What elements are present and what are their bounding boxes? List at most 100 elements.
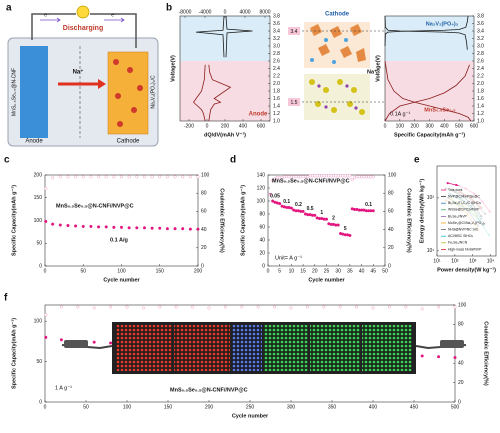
data-point — [420, 307, 424, 311]
rate-label: 0.1 — [283, 199, 290, 205]
x-tick-label: 350 — [328, 404, 337, 410]
data-point — [371, 306, 375, 310]
y-tick-label: 50 — [36, 359, 42, 365]
x-tick-label: 5 — [278, 268, 281, 274]
x-tick-label: 300 — [287, 404, 296, 410]
data-point — [104, 225, 108, 229]
x-tick-label: 0 — [44, 404, 47, 410]
x-tick-label: 0 — [224, 9, 227, 15]
data-point — [44, 187, 48, 191]
y-tick-label: 3.0 — [273, 43, 280, 49]
y-axis-label: Voltage(V) — [375, 55, 381, 82]
x-tick-label: 0 — [384, 123, 387, 129]
legend-label: MoSe₂@C//Na₃V₂(PO₄)₃ — [448, 221, 486, 225]
x-tick-label: 25 — [324, 268, 330, 274]
y-tick-label: 1.2 — [273, 111, 280, 117]
data-point — [271, 199, 275, 203]
wire — [31, 13, 137, 48]
x-tick-label: -8000 — [179, 9, 192, 15]
data-point — [324, 217, 329, 221]
x-tick-label: 150 — [164, 404, 173, 410]
cathode-region — [180, 16, 270, 61]
electron-arrows — [40, 17, 125, 23]
anode-label: Anode — [25, 139, 43, 145]
data-point — [322, 305, 326, 309]
y-tick-label: 100 — [34, 218, 43, 224]
data-point — [125, 305, 129, 309]
x-axis-label: Cycle number — [232, 413, 269, 419]
x-tick-label: 100 — [396, 123, 405, 129]
rate-label: 1 — [320, 210, 323, 216]
y-tick-label: 2.8 — [273, 51, 280, 57]
data-point — [196, 227, 200, 231]
y-tick-label: 1.6 — [273, 96, 280, 102]
legend-label: High-mass Ni-Bi//NVP — [448, 247, 482, 251]
data-point — [446, 181, 449, 185]
y-tick-label: 0 — [262, 263, 265, 269]
y-tick-label: 2.6 — [477, 58, 484, 64]
x-tick-label: 45 — [371, 268, 377, 274]
anode-slab — [20, 46, 48, 138]
y-axis-label: Specific Capacity(mAh g⁻¹) — [239, 185, 246, 256]
data-point — [142, 175, 146, 179]
led-photo — [61, 322, 467, 374]
x-tick-label: 400 — [369, 404, 378, 410]
x-tick-label: 30 — [335, 268, 341, 274]
data-point — [51, 176, 55, 180]
data-point — [89, 224, 93, 228]
legend-label: Fe₃Se₄/NCN — [448, 241, 468, 245]
ion-label: Na⁺ — [73, 69, 84, 76]
cathode-label: Cathode — [325, 12, 350, 18]
data-point — [165, 227, 169, 231]
data-point — [181, 227, 185, 231]
data-point — [207, 306, 211, 310]
data-point — [305, 305, 309, 309]
legend-label: Ni-Bi@NVP/NC SIC — [448, 227, 479, 231]
y2-tick-label: 40 — [458, 361, 464, 367]
data-point — [256, 305, 260, 309]
y-tick-label: 10¹ — [427, 248, 435, 254]
ion-arrow-head — [98, 79, 106, 89]
data-point — [158, 175, 162, 179]
data-point — [420, 354, 424, 358]
anode-region — [385, 61, 474, 121]
series-line — [195, 15, 225, 58]
data-point — [127, 226, 131, 230]
data-point — [437, 305, 441, 309]
data-point — [104, 175, 108, 179]
rate-label: 0.1 — [365, 202, 372, 208]
y-tick-label: 1.8 — [477, 88, 484, 94]
x-tick-label: 100 — [123, 404, 132, 410]
data-point — [350, 178, 354, 182]
y-tick-label: 140 — [257, 172, 266, 178]
data-point — [271, 178, 275, 183]
annotation: Unit= A g⁻¹ — [275, 255, 302, 261]
data-point — [240, 305, 244, 309]
y2-tick-label: 20 — [201, 245, 207, 251]
y-tick-label: 3.6 — [273, 21, 280, 27]
x-tick-label: 400 — [440, 123, 449, 129]
x-tick-label: 250 — [246, 404, 255, 410]
data-point — [58, 223, 62, 227]
annotation: MnS₀.₅Se₀.₅@N-CNF//NVP@C — [56, 203, 134, 209]
rate-label: 0.2 — [295, 202, 302, 208]
cathode-block — [107, 51, 149, 135]
led-panel — [174, 325, 230, 371]
panel-label: d — [230, 155, 236, 166]
data-point — [196, 175, 200, 179]
y-axis-label: Energy density(Wh kg⁻¹) — [418, 179, 425, 243]
panel-label: f — [4, 293, 8, 304]
data-point — [74, 175, 78, 179]
data-point — [112, 225, 116, 229]
data-point — [313, 213, 317, 217]
cathode-material: Na₃V₂(PO₄)₃/C — [150, 75, 156, 109]
ion-label: Na⁺ — [367, 68, 377, 75]
y-tick-label: 100 — [257, 198, 266, 204]
data-point — [119, 225, 124, 229]
data-point — [44, 219, 48, 223]
level-label: 3.4 — [291, 29, 298, 35]
data-point — [44, 335, 48, 339]
data-point — [174, 305, 178, 309]
x-axis-label: dQ/dV(mAh V⁻¹) — [204, 131, 246, 138]
data-point — [191, 305, 195, 309]
